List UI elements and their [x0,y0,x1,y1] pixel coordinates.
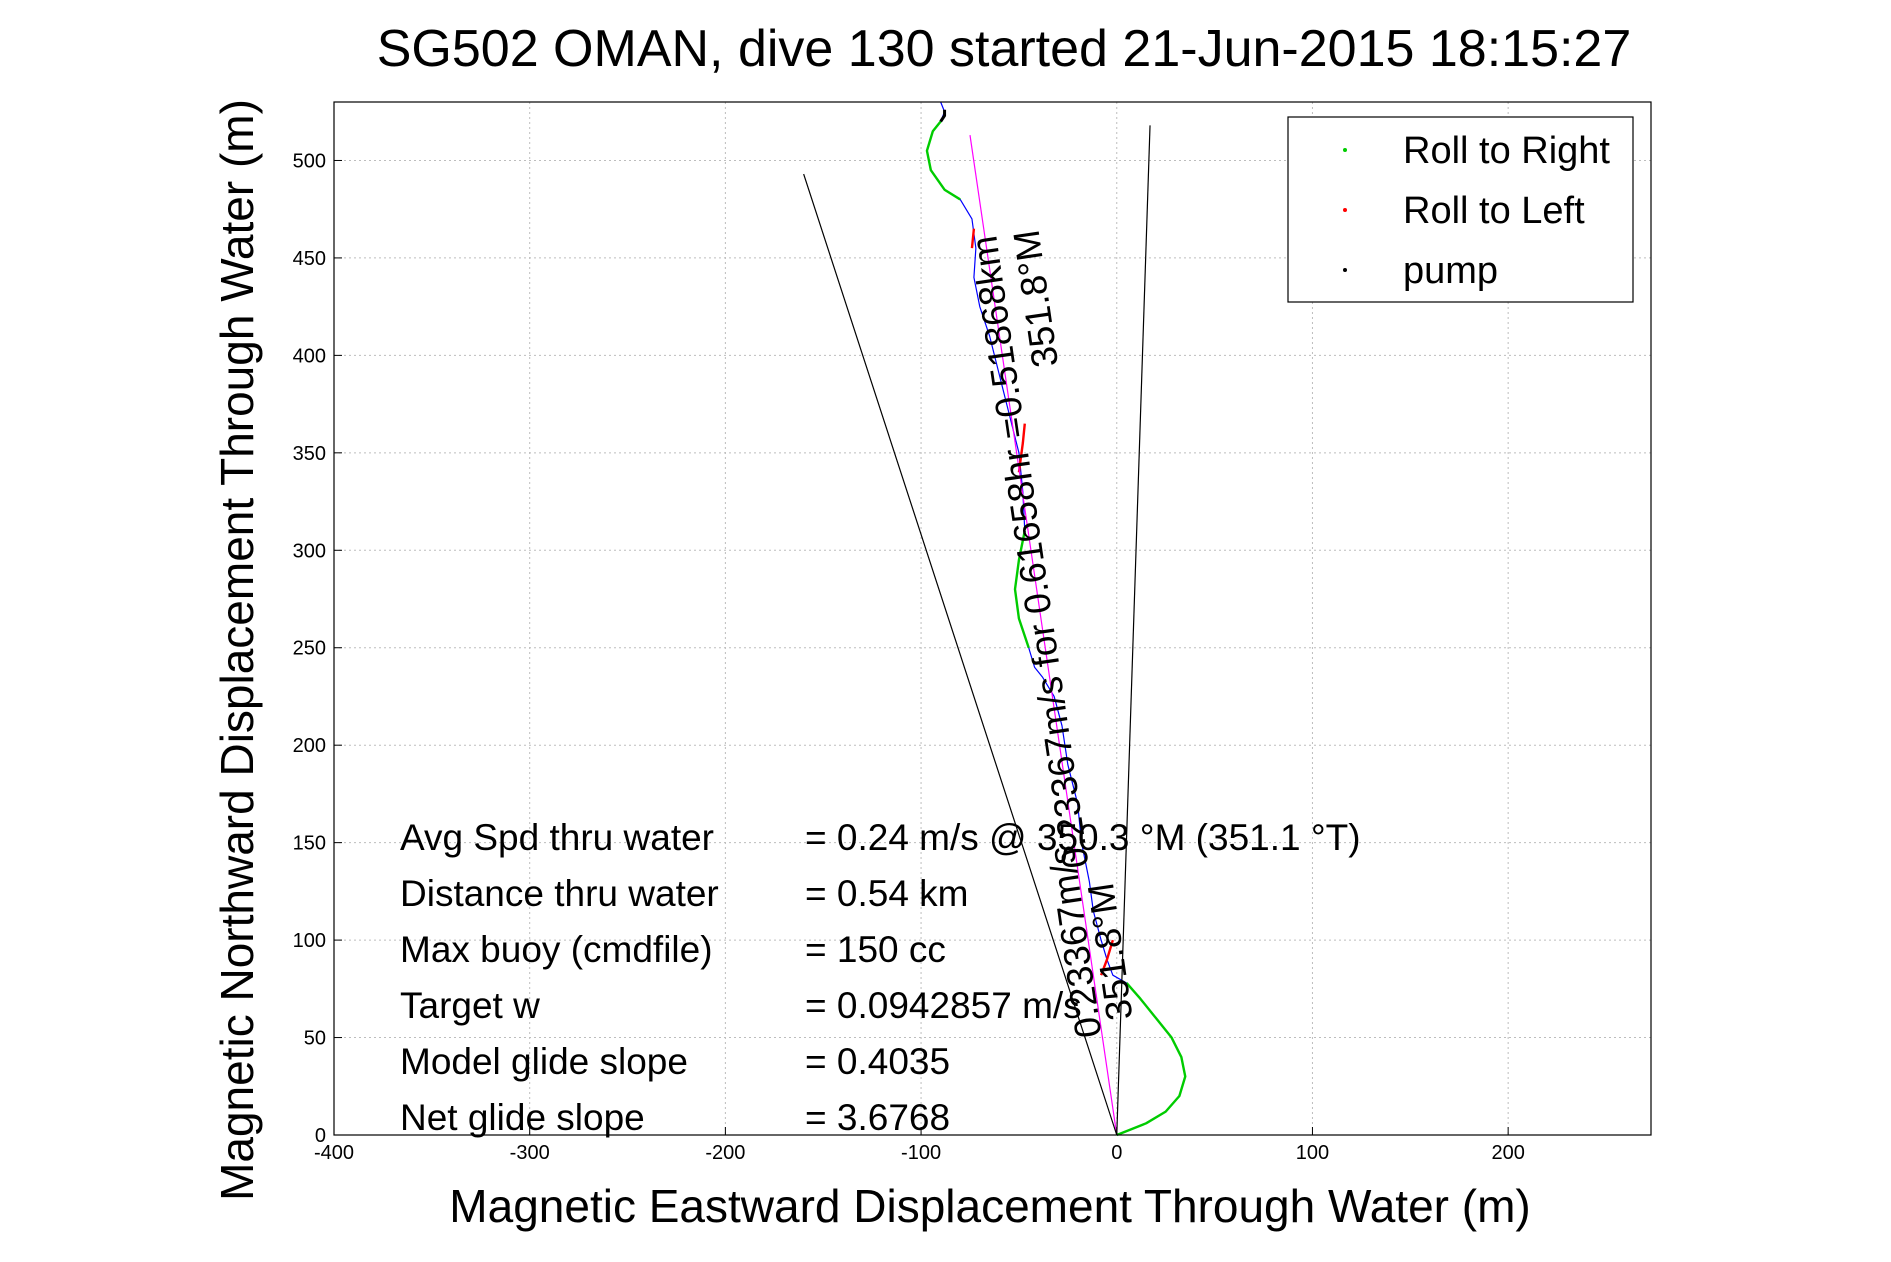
y-tick-label: 250 [293,638,326,660]
x-tick-label: -400 [314,1142,354,1164]
legend-marker [1343,148,1347,152]
series-line-4 [1099,939,1114,976]
x-tick-label: 200 [1491,1142,1524,1164]
x-tick-label: 100 [1296,1142,1329,1164]
series-line-8 [969,135,1118,1136]
stat-value: = 3.6768 [805,1097,950,1138]
legend-marker [1343,268,1347,272]
y-tick-label: 100 [293,930,326,952]
y-tick-label: 450 [293,248,326,270]
stat-label: Max buoy (cmdfile) [400,929,713,970]
x-tick-label: -200 [705,1142,745,1164]
x-axis-label: Magnetic Eastward Displacement Through W… [449,1180,1530,1232]
stat-value: = 0.0942857 m/s [805,985,1082,1026]
y-tick-label: 400 [293,345,326,367]
stats-annotations: Avg Spd thru water = 0.24 m/s @ 350.3 °M … [400,817,1361,1138]
stat-label: Target w [400,985,540,1026]
series-line-9 [803,173,1118,1136]
stat-label: Avg Spd thru water [400,817,714,858]
y-tick-label: 500 [293,150,326,172]
series-line-10 [1116,125,1151,1136]
stat-label: Distance thru water [400,873,719,914]
ticks: -400 -300 -200 -100 0 100 200 0 50 100 150 200 250 30… [293,150,1525,1164]
y-tick-label: 0 [315,1125,326,1147]
series-line-5 [1017,423,1026,473]
legend-label: pump [1403,250,1498,292]
x-tick-label: 0 [1111,1142,1122,1164]
y-tick-label: 350 [293,443,326,465]
stat-value: = 150 cc [805,929,946,970]
series-line-1 [1116,982,1187,1137]
y-tick-label: 300 [293,540,326,562]
stat-label: Model glide slope [400,1041,688,1082]
legend-label: Roll to Right [1403,130,1610,172]
series-layer [803,101,1187,1137]
y-tick-label: 200 [293,735,326,757]
stat-value: = 0.4035 [805,1041,950,1082]
y-tick-label: 150 [293,833,326,855]
x-tick-label: -300 [510,1142,550,1164]
stat-value: = 0.24 m/s @ 350.3 °M (351.1 °T) [805,817,1361,858]
legend: Roll to Right Roll to Left pump [1287,116,1634,303]
x-tick-label: -100 [901,1142,941,1164]
stat-label: Net glide slope [400,1097,645,1138]
series-line-3 [925,120,961,201]
y-axis-label: Magnetic Northward Displacement Through … [211,99,263,1201]
chart-title: SG502 OMAN, dive 130 started 21-Jun-2015… [377,20,1632,78]
series-line-7 [939,109,947,123]
y-tick-label: 50 [304,1028,326,1050]
legend-marker [1343,208,1347,212]
series-line-6 [970,228,976,249]
stat-value: = 0.54 km [805,873,969,914]
plot-frame [333,101,1652,1136]
series-line-2 [1013,530,1030,649]
legend-label: Roll to Left [1403,190,1585,232]
